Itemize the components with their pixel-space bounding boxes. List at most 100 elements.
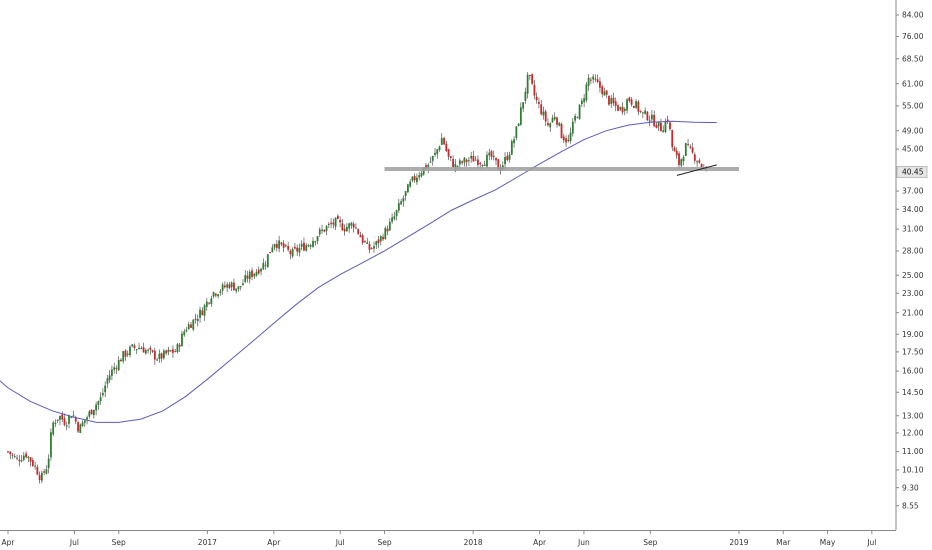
candle-body-up [239, 286, 242, 288]
candle-body-down [449, 156, 452, 158]
candle-body-down [90, 409, 93, 415]
current-price-label: 40.45 [902, 168, 924, 177]
candle-body-up [111, 369, 113, 376]
y-tick-label: 23.00 [902, 289, 924, 298]
candle-body-down [614, 101, 617, 106]
candle-body-up [635, 101, 637, 108]
candle-body-up [158, 353, 161, 359]
candle-body-down [445, 143, 448, 152]
candle-body-up [553, 116, 556, 120]
candle-body-up [298, 247, 301, 253]
candle-body-down [359, 235, 362, 238]
x-tick-label: Jul [69, 538, 79, 547]
candle-body-down [461, 161, 464, 163]
candle-body-down [673, 147, 676, 152]
candle-body-up [88, 411, 91, 417]
candle-body-down [361, 235, 364, 243]
candle-body-up [235, 288, 238, 292]
candle-body-down [120, 359, 122, 362]
candle-body-up [92, 409, 95, 416]
candle-body-up [549, 123, 552, 128]
candle-body-up [492, 155, 495, 158]
candle-body-up [47, 458, 50, 469]
candle-body-up [242, 283, 244, 286]
candle-body-up [255, 271, 258, 276]
candle-body-down [63, 418, 66, 425]
candle-body-up [504, 156, 506, 165]
candle-body-up [526, 74, 529, 94]
y-tick-label: 49.00 [902, 126, 924, 135]
candle-body-down [25, 453, 27, 458]
candle-body-down [190, 324, 192, 328]
y-tick-label: 12.00 [902, 429, 924, 438]
candle-body-up [684, 143, 687, 156]
candle-body-down [151, 350, 154, 352]
candle-body-down [228, 284, 231, 288]
candle-body-up [574, 115, 576, 121]
candle-body-up [203, 305, 206, 316]
candle-body-up [571, 121, 574, 134]
candle-body-down [465, 159, 468, 163]
candle-body-up [70, 417, 73, 419]
candle-body-up [65, 425, 68, 427]
candle-body-up [463, 157, 466, 163]
y-tick-label: 25.00 [902, 271, 924, 280]
candle-body-down [544, 111, 547, 122]
x-axis: Apr Jul Sep 2017 Apr Jul Sep 2018 Apr Jun Sep 2019 M… [0, 530, 896, 547]
candle-body-down [605, 90, 608, 95]
candle-body-down [691, 147, 694, 153]
candle-body-up [467, 160, 470, 162]
candle-body-up [327, 223, 330, 225]
candle-body-down [336, 215, 339, 219]
candle-body-down [282, 243, 285, 248]
candle-body-up [641, 112, 644, 114]
x-tick-label: 2019 [729, 538, 748, 547]
y-tick-label: 17.50 [902, 347, 924, 356]
candle-body-up [34, 465, 37, 467]
candle-body-down [675, 150, 678, 156]
candle-body-up [334, 217, 337, 227]
candle-body-up [486, 154, 488, 167]
x-tick-label: Apr [267, 538, 281, 547]
candle-body-up [440, 138, 443, 145]
candle-body-up [237, 286, 240, 290]
candle-body-up [199, 309, 201, 318]
candle-body-down [447, 149, 450, 157]
candle-body-down [194, 318, 197, 320]
candle-body-up [619, 107, 622, 110]
candle-body-up [309, 245, 312, 247]
candle-body-down [280, 242, 283, 245]
candle-body-up [517, 123, 520, 126]
candle-body-up [393, 216, 396, 219]
candle-body-down [547, 122, 549, 126]
candle-body-down [9, 451, 12, 455]
candle-body-up [72, 415, 75, 417]
candle-body-up [20, 460, 23, 462]
candle-body-up [45, 469, 48, 474]
candle-body-up [162, 350, 165, 359]
x-tick-label: Jul [335, 538, 345, 547]
moving-average-layer [0, 120, 717, 423]
candle-body-down [637, 101, 640, 112]
candle-body-up [395, 210, 398, 217]
candle-body-down [617, 105, 619, 111]
candle-body-down [671, 130, 674, 148]
candle-body-down [11, 454, 14, 456]
candle-body-down [149, 347, 152, 350]
candle-body-up [397, 203, 400, 211]
candle-body-up [181, 333, 183, 347]
candle-body-down [294, 246, 296, 249]
candle-body-up [420, 172, 423, 177]
candle-body-up [300, 244, 303, 247]
candle-body-up [129, 346, 131, 356]
candle-body-up [192, 319, 195, 330]
candle-body-up [626, 99, 628, 111]
candle-body-up [567, 139, 570, 142]
y-axis: 84.00 76.00 68.50 61.00 55.00 49.00 45.00 37.00… [895, 0, 924, 530]
candle-body-down [556, 117, 558, 125]
candle-body-up [144, 350, 147, 354]
candle-body-down [639, 110, 642, 112]
candle-body-up [248, 271, 251, 280]
current-price-tag: 40.45 [896, 166, 928, 178]
candle-body-up [219, 291, 222, 293]
